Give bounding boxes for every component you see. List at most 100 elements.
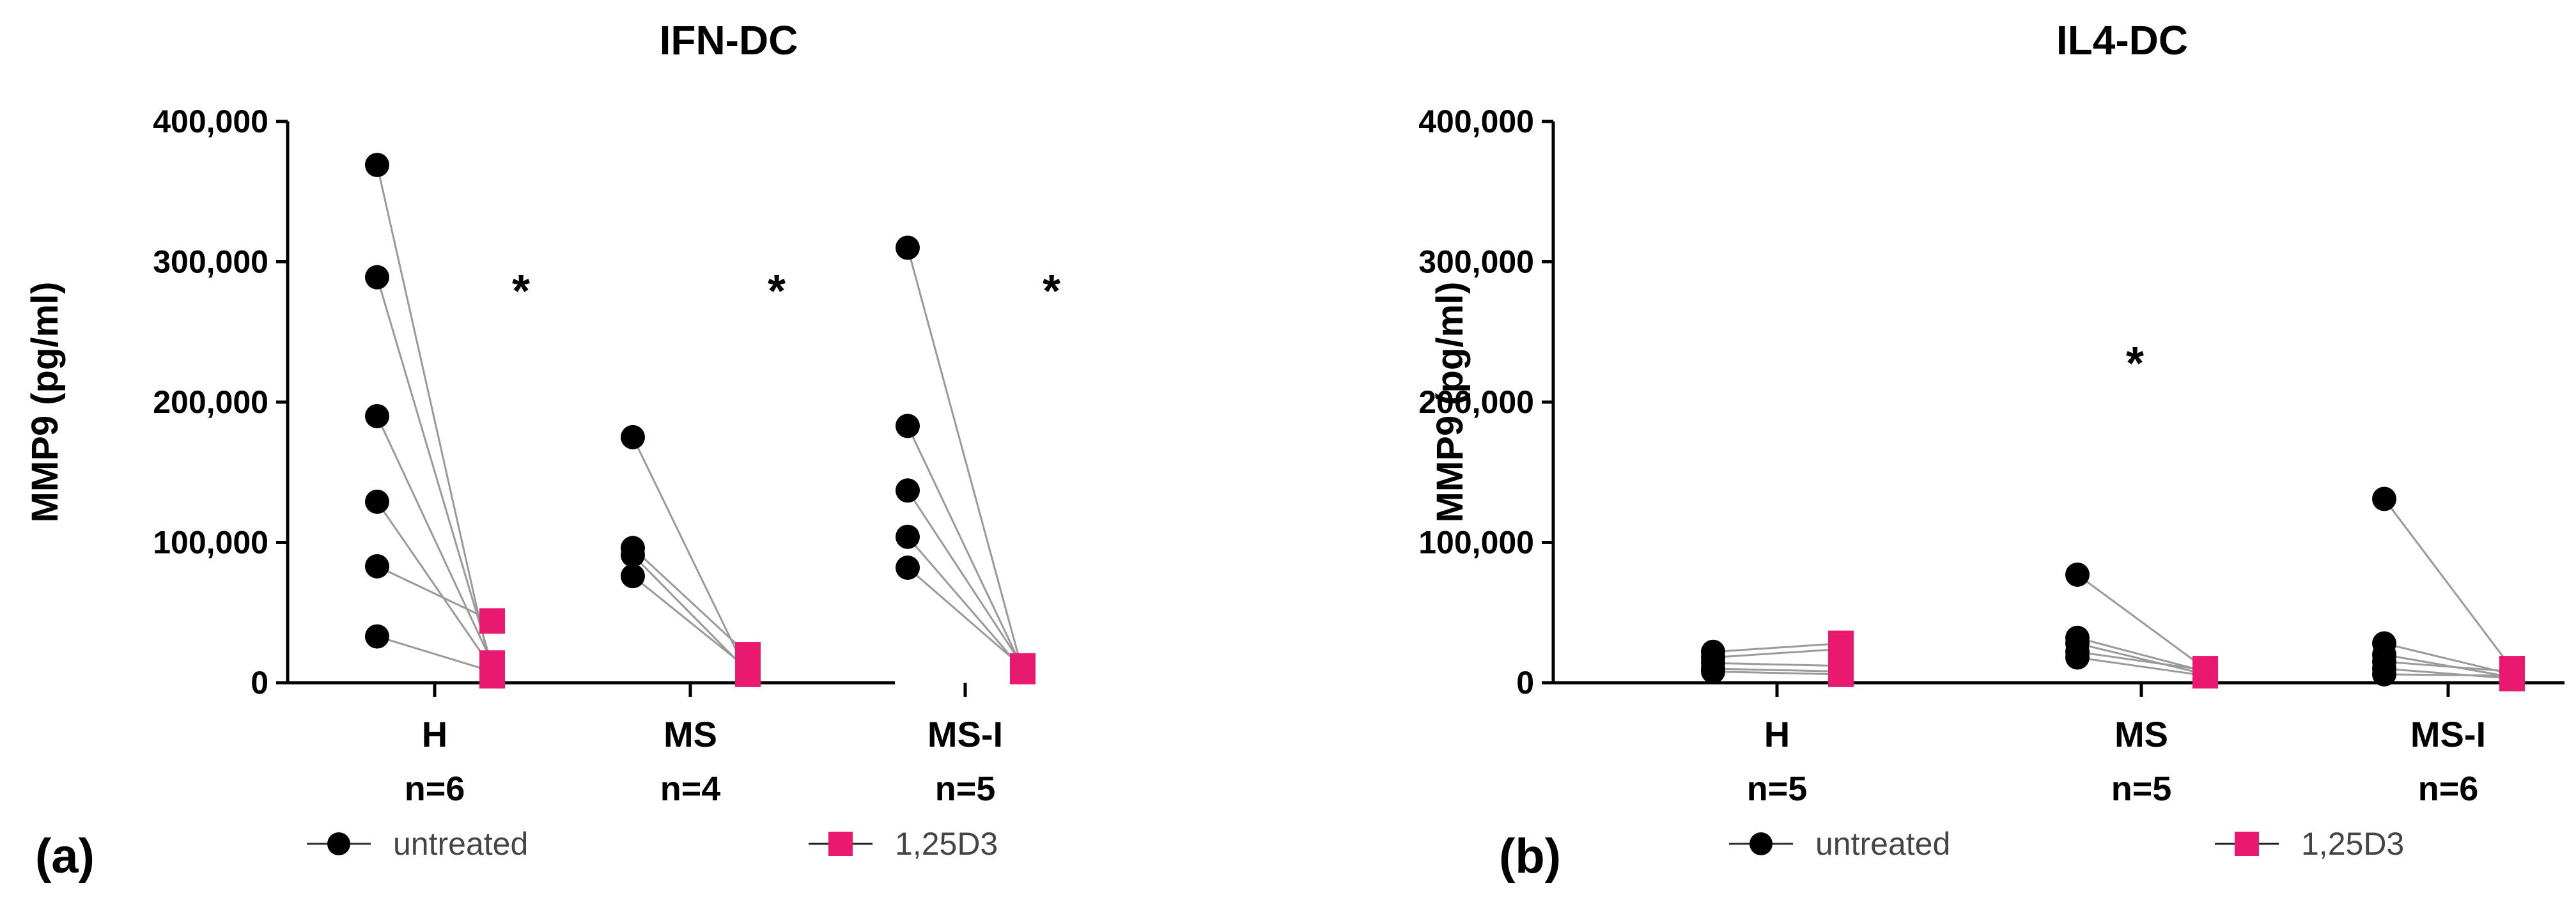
- category-label: MS: [2114, 714, 2168, 754]
- y-tick-label: 300,000: [153, 244, 268, 280]
- category-label: MS: [663, 714, 717, 754]
- untreated-point: [1701, 659, 1725, 684]
- category-label: MS-I: [2410, 714, 2486, 754]
- pair-line: [2077, 657, 2206, 677]
- pair-line: [632, 547, 749, 656]
- untreated-point: [896, 524, 920, 549]
- y-tick-label: 100,000: [1418, 525, 1534, 561]
- treated-point: [479, 608, 505, 634]
- treated-point: [735, 656, 761, 682]
- pair-line: [2384, 667, 2513, 680]
- untreated-point: [2372, 486, 2396, 511]
- treated-point: [2499, 663, 2525, 689]
- pair-line: [1712, 667, 1842, 673]
- untreated-point: [896, 478, 920, 503]
- untreated-point: [2065, 645, 2090, 670]
- untreated-point: [621, 424, 645, 449]
- untreated-point: [896, 556, 920, 580]
- legend-label: untreated: [393, 826, 528, 862]
- pair-line: [2384, 673, 2513, 677]
- category-label: H: [422, 714, 447, 754]
- y-tick-label: 200,000: [1418, 384, 1534, 420]
- untreated-point: [621, 543, 645, 568]
- category-label: MS-I: [927, 714, 1003, 754]
- untreated-point: [365, 554, 389, 579]
- y-tick-label: 100,000: [153, 525, 268, 561]
- pair-line: [376, 565, 493, 622]
- untreated-point: [365, 265, 389, 290]
- panel-label: (a): [35, 829, 95, 883]
- panel-label: (b): [1499, 829, 1561, 883]
- y-tick-label: 300,000: [1418, 244, 1534, 280]
- pair-line: [906, 536, 1024, 671]
- pair-line: [2077, 637, 2206, 673]
- treated-point: [1010, 654, 1036, 680]
- untreated-point: [621, 564, 645, 589]
- y-tick-label: 400,000: [1418, 104, 1534, 139]
- pair-line: [632, 575, 749, 670]
- chart-title: IFN-DC: [660, 17, 798, 63]
- legend-label: untreated: [1815, 826, 1950, 862]
- untreated-point: [365, 153, 389, 178]
- n-label: n=5: [2111, 770, 2172, 808]
- untreated-point: [896, 235, 920, 260]
- pair-line: [2383, 498, 2513, 669]
- chart-title: IL4-DC: [2056, 17, 2188, 63]
- pair-line: [906, 247, 1024, 672]
- legend-item-untreated: untreated: [307, 826, 528, 862]
- pair-line: [1712, 670, 1842, 676]
- untreated-point: [2065, 562, 2090, 587]
- pair-line: [1712, 648, 1842, 658]
- n-label: n=6: [2418, 770, 2479, 808]
- pair-line: [376, 501, 493, 669]
- pair-line: [2077, 573, 2206, 670]
- treated-point: [2192, 663, 2218, 689]
- legend-marker-square: [2235, 832, 2259, 856]
- untreated-point: [365, 489, 389, 514]
- treated-point: [479, 658, 505, 685]
- legend-label: 1,25D3: [2301, 826, 2404, 862]
- significance-marker: *: [1043, 266, 1060, 317]
- pair-line: [2077, 642, 2206, 676]
- y-tick-label: 400,000: [153, 104, 268, 139]
- pair-line: [632, 437, 749, 675]
- panel-b: IL4-DC MMP9 (pg/ml) 0 100,000 200,000 300,000…: [1418, 17, 2564, 883]
- y-axis-label: MMP9 (pg/ml): [1429, 282, 1471, 523]
- n-label: n=4: [660, 770, 721, 808]
- untreated-point: [896, 414, 920, 439]
- untreated-point: [365, 403, 389, 428]
- y-tick-label: 200,000: [153, 384, 268, 420]
- untreated-point: [2372, 662, 2396, 687]
- n-label: n=5: [1747, 770, 1808, 808]
- legend-marker-circle: [327, 832, 350, 855]
- legend-item-treated: 1,25D3: [2215, 826, 2404, 862]
- pair-line: [376, 416, 493, 664]
- legend-item-treated: 1,25D3: [809, 826, 998, 862]
- legend-item-untreated: untreated: [1729, 826, 1950, 862]
- legend-label: 1,25D3: [895, 826, 998, 862]
- pair-line: [376, 164, 493, 676]
- legend-marker-square: [828, 832, 853, 856]
- legend-marker-circle: [1750, 832, 1773, 855]
- category-label: H: [1764, 714, 1790, 754]
- pair-line: [2077, 651, 2206, 671]
- pair-line: [376, 635, 493, 673]
- n-label: n=5: [935, 770, 996, 808]
- pair-line: [907, 566, 1023, 668]
- pair-line: [906, 425, 1024, 669]
- untreated-point: [365, 624, 389, 649]
- pair-line: [1712, 642, 1842, 653]
- pair-line: [376, 277, 493, 667]
- treated-point: [1828, 661, 1854, 687]
- pair-line: [2384, 660, 2513, 673]
- n-label: n=6: [405, 770, 465, 808]
- pair-line: [906, 490, 1024, 667]
- significance-marker: *: [768, 266, 786, 317]
- y-tick-label: 0: [251, 665, 268, 701]
- significance-marker: *: [2126, 338, 2144, 389]
- y-tick-label: 0: [1516, 665, 1534, 701]
- pair-line: [1712, 662, 1842, 667]
- panel-a: IFN-DC MMP9 (pg/ml) 0 100,000 200,000 300,000…: [24, 17, 1060, 883]
- y-axis-label: MMP9 (pg/ml): [24, 282, 66, 523]
